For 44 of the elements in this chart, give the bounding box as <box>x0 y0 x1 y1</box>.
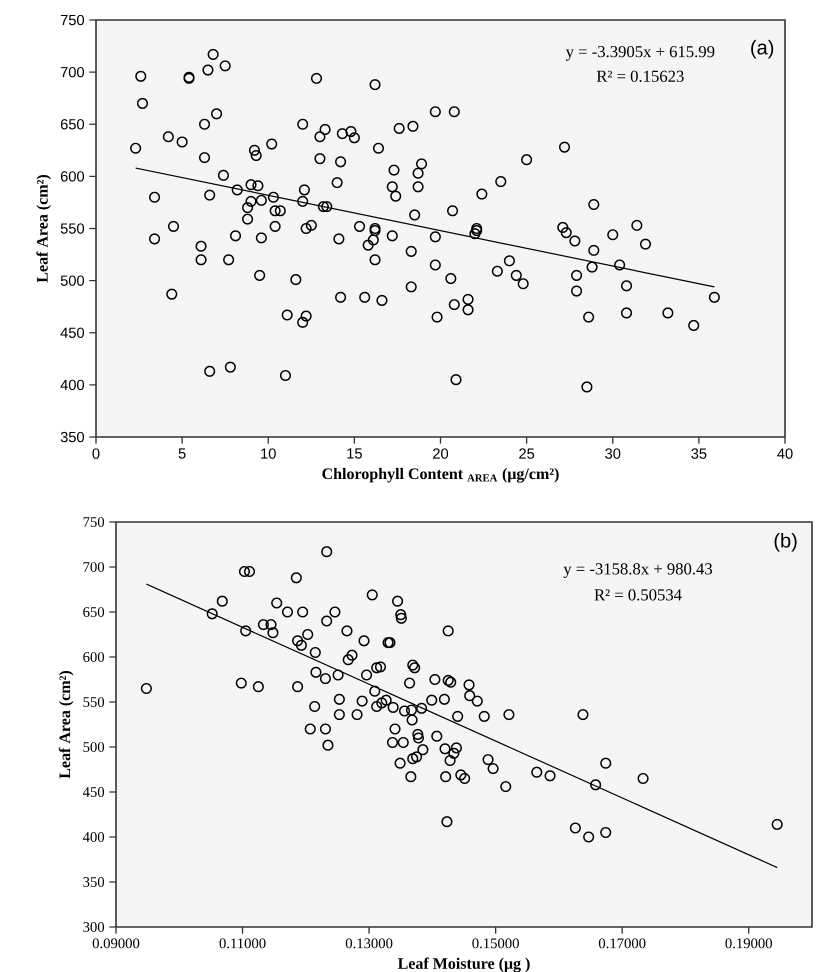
annotation: y = -3.3905x + 615.99 <box>566 46 714 61</box>
annotation: y = -3158.8x + 980.43 <box>564 563 712 578</box>
y-tick-label: 550 <box>60 223 84 234</box>
annotation: (b) <box>774 532 797 552</box>
annotation: (a) <box>751 40 774 59</box>
y-tick-label: 400 <box>60 380 84 390</box>
x-tick-label: 0.19000 <box>725 938 772 948</box>
x-tick-label: 40 <box>777 448 793 459</box>
x-tick-label: 25 <box>519 448 534 459</box>
y-tick-label: 750 <box>60 14 84 26</box>
y-axis-title: Leaf Area (cm²) <box>36 174 51 282</box>
x-tick-label: 30 <box>605 448 620 459</box>
x-tick-label: 15 <box>347 448 362 459</box>
x-tick-label: 10 <box>261 448 276 459</box>
annotation: R² = 0.15623 <box>596 70 684 82</box>
y-tick-label: 500 <box>83 742 104 752</box>
x-tick-label: 20 <box>433 448 448 459</box>
y-tick-label: 450 <box>60 328 84 338</box>
y-tick-label: 600 <box>60 171 84 182</box>
y-tick-label: 400 <box>82 832 104 842</box>
y-tick-label: 750 <box>84 517 104 527</box>
y-tick-label: 350 <box>83 877 104 887</box>
y-tick-label: 450 <box>82 787 104 797</box>
y-tick-label: 600 <box>83 652 104 662</box>
x-tick-label: 0.17000 <box>598 938 646 948</box>
x-tick-label: 0.09000 <box>92 938 140 948</box>
y-tick-label: 650 <box>83 607 104 617</box>
y-tick-label: 350 <box>60 432 84 442</box>
y-tick-label: 650 <box>60 119 84 130</box>
y-tick-label: 300 <box>83 922 104 932</box>
y-tick-label: 550 <box>83 697 104 707</box>
x-tick-label: 0.15000 <box>472 938 519 948</box>
x-axis-title: Chlorophyll Content $_{AREA}$ (μg/cm²) <box>322 468 559 483</box>
y-tick-label: 700 <box>84 562 104 572</box>
y-axis-title: Leaf Area (cm²) <box>58 670 74 778</box>
y-tick-label: 500 <box>60 275 84 286</box>
x-axis-title: Leaf Moisture (μg ) <box>398 957 530 972</box>
x-tick-label: 35 <box>691 448 706 459</box>
x-tick-label: 0.11000 <box>220 938 266 948</box>
x-tick-label: 0.13000 <box>346 938 392 948</box>
x-tick-label: 0 <box>92 448 100 459</box>
y-tick-label: 700 <box>60 66 84 78</box>
annotation: R² = 0.50534 <box>594 589 682 601</box>
x-tick-label: 5 <box>178 448 186 459</box>
